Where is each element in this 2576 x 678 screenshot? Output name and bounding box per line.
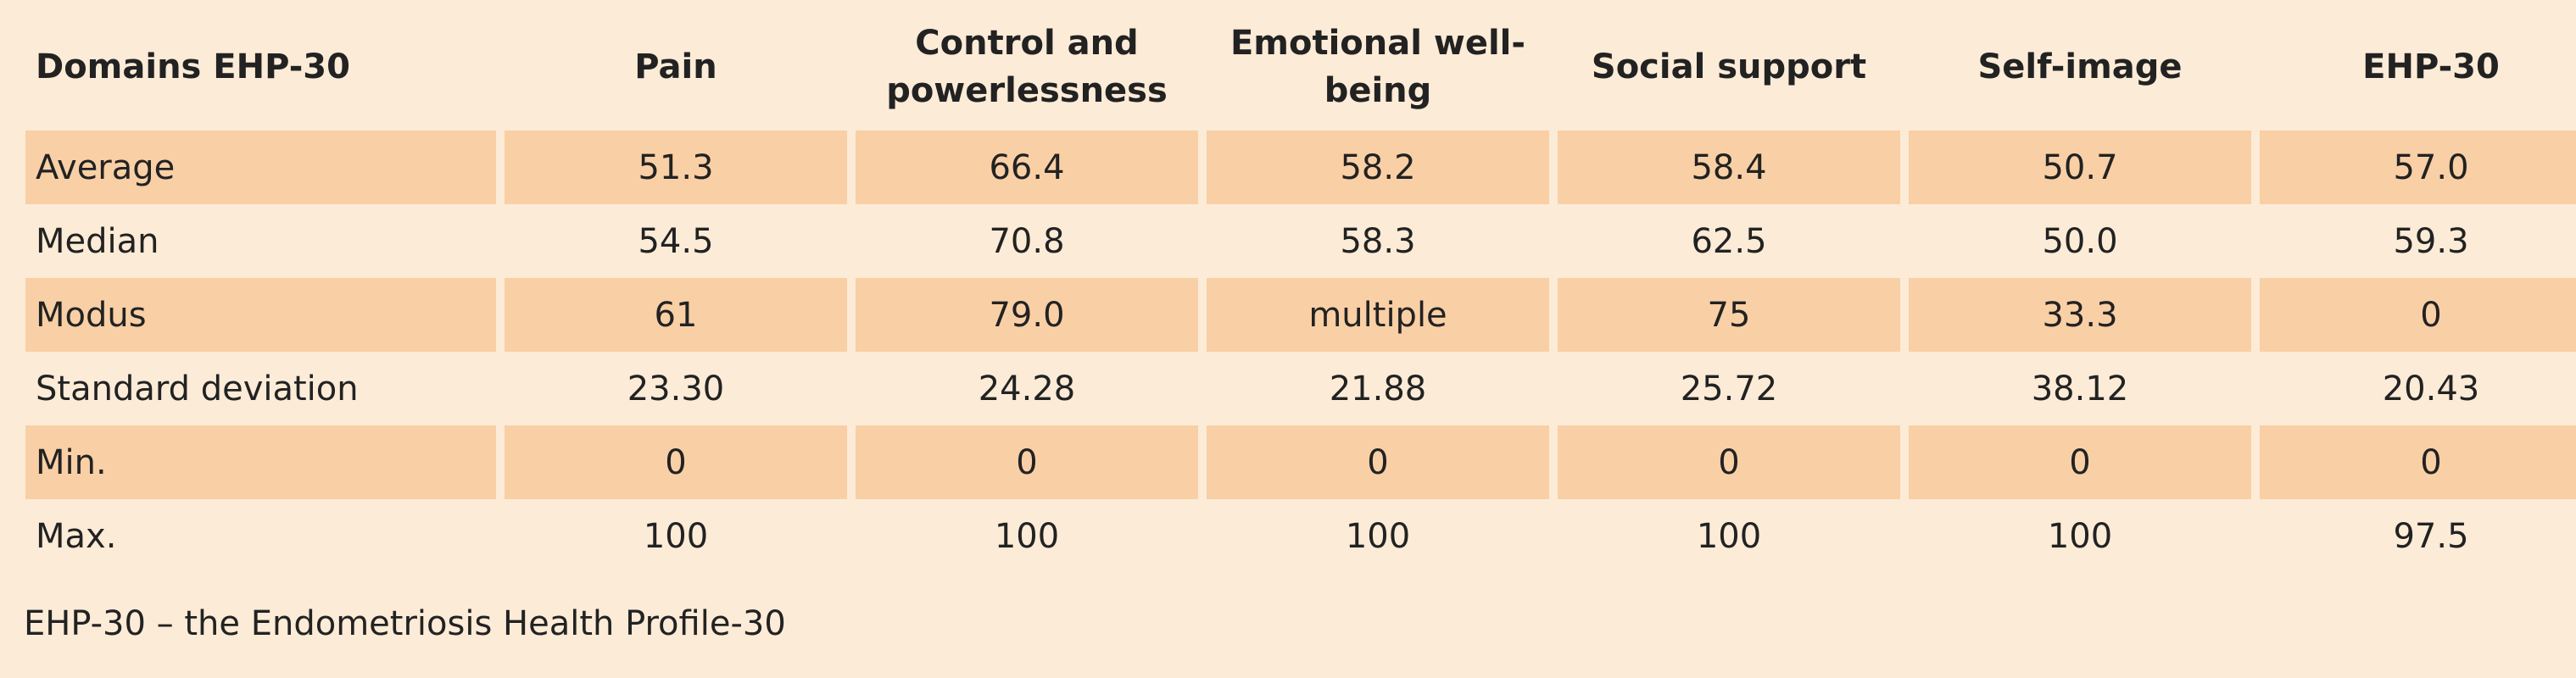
table-row-standard-deviation: Standard deviation 23.30 24.28 21.88 25.… <box>25 352 2576 425</box>
header-social-support: Social support <box>1591 47 1867 86</box>
header-emotional-well-being: Emotional well-being <box>1229 24 1525 110</box>
table-row-min: Min. 0 0 0 0 0 0 <box>25 425 2576 499</box>
row-label: Max. <box>36 516 117 556</box>
table-cell: 25.72 <box>1680 369 1778 408</box>
ehp30-statistics-table: Domains EHP-30 Pain Control and powerles… <box>17 0 2576 573</box>
table-cell: 58.3 <box>1340 221 1416 261</box>
table-cell: 62.5 <box>1691 221 1767 261</box>
table-cell: 51.3 <box>505 131 847 204</box>
table-body: Average 51.3 66.4 58.2 58.4 50.7 57.0 Me… <box>25 131 2576 573</box>
table-cell: 21.88 <box>1329 369 1427 408</box>
header-pain: Pain <box>634 47 717 86</box>
table-cell: 0 <box>856 425 1198 499</box>
table-row-average: Average 51.3 66.4 58.2 58.4 50.7 57.0 <box>25 131 2576 204</box>
table-cell: 100 <box>1345 516 1411 556</box>
table-cell: 38.12 <box>2031 369 2129 408</box>
header-control-and-powerlessness: Control and powerlessness <box>886 24 1168 110</box>
table-row-modus: Modus 61 79.0 multiple 75 33.3 0 <box>25 278 2576 352</box>
table-cell: 70.8 <box>989 221 1065 261</box>
table-cell: 66.4 <box>856 131 1198 204</box>
table-footnote: EHP-30 – the Endometriosis Health Profil… <box>24 604 786 643</box>
table-cell: multiple <box>1207 278 1549 352</box>
table-cell: 23.30 <box>627 369 725 408</box>
row-label: Standard deviation <box>36 369 359 408</box>
row-label: Modus <box>25 278 496 352</box>
table-cell: 100 <box>1696 516 1762 556</box>
header-self-image: Self-image <box>1977 47 2183 86</box>
row-label: Average <box>25 131 496 204</box>
table-cell: 0 <box>1909 425 2251 499</box>
table-cell: 58.4 <box>1558 131 1900 204</box>
table-cell: 79.0 <box>856 278 1198 352</box>
table-cell: 59.3 <box>2393 221 2469 261</box>
table-cell: 58.2 <box>1207 131 1549 204</box>
table-cell: 33.3 <box>1909 278 2251 352</box>
table-row-median: Median 54.5 70.8 58.3 62.5 50.0 59.3 <box>25 204 2576 278</box>
table-cell: 24.28 <box>978 369 1076 408</box>
table-cell: 0 <box>2260 425 2576 499</box>
table-cell: 20.43 <box>2382 369 2480 408</box>
table-cell: 61 <box>505 278 847 352</box>
table-cell: 54.5 <box>638 221 714 261</box>
table-cell: 0 <box>2260 278 2576 352</box>
table-cell: 50.0 <box>2042 221 2118 261</box>
table-cell: 100 <box>2047 516 2113 556</box>
header-ehp30-total: EHP-30 <box>2362 47 2500 86</box>
table-cell: 57.0 <box>2260 131 2576 204</box>
table-cell: 0 <box>1207 425 1549 499</box>
table-cell: 75 <box>1558 278 1900 352</box>
table-cell: 100 <box>994 516 1060 556</box>
table-row-max: Max. 100 100 100 100 100 97.5 <box>25 499 2576 573</box>
header-row: Domains EHP-30 Pain Control and powerles… <box>25 0 2576 131</box>
table-cell: 0 <box>505 425 847 499</box>
row-label: Median <box>36 221 159 261</box>
header-domains: Domains EHP-30 <box>36 47 350 86</box>
row-label: Min. <box>25 425 496 499</box>
table-cell: 100 <box>643 516 709 556</box>
table-cell: 50.7 <box>1909 131 2251 204</box>
table-cell: 97.5 <box>2393 516 2469 556</box>
table-cell: 0 <box>1558 425 1900 499</box>
